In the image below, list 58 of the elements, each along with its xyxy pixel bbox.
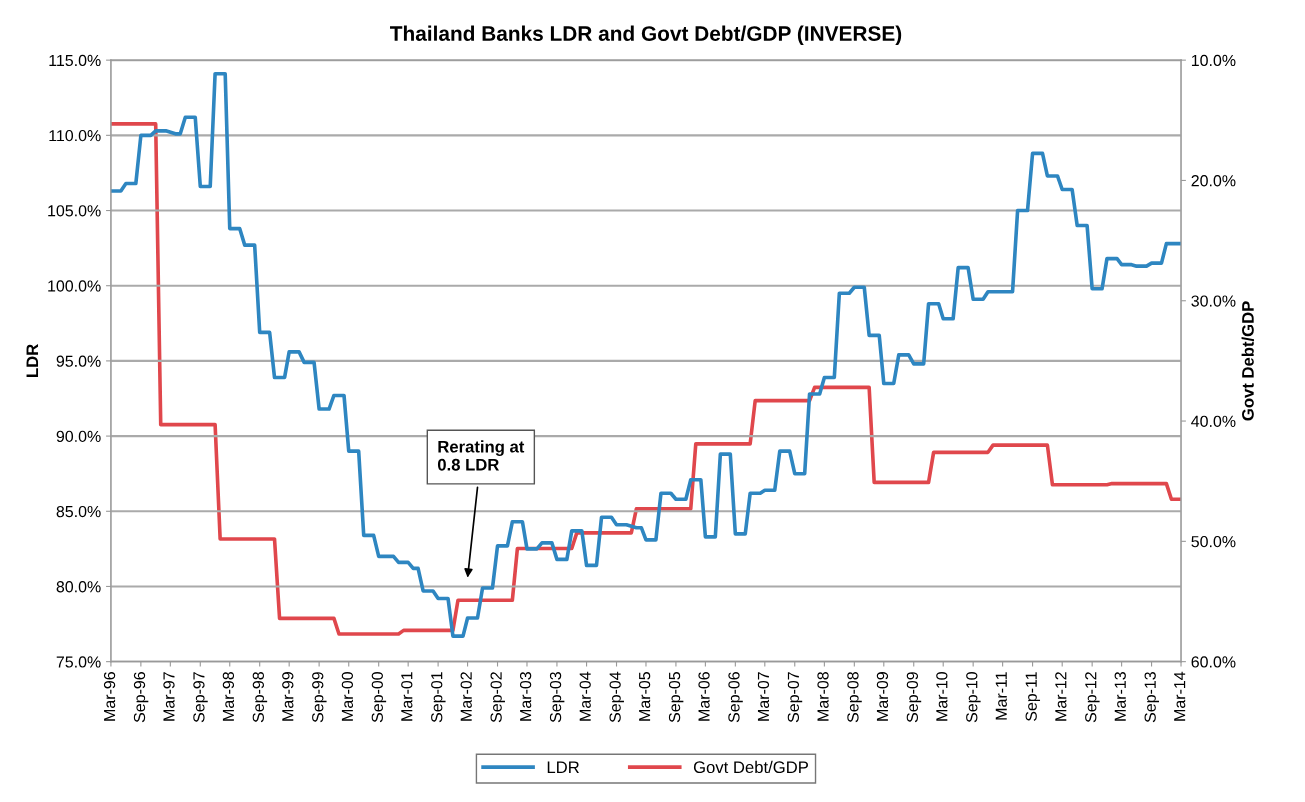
- x-tick-label: Sep-99: [312, 672, 327, 723]
- x-tick-label: Sep-97: [193, 672, 208, 723]
- x-tick-label: Mar-07: [757, 672, 770, 721]
- y-tick-label: 95.0%: [56, 355, 101, 367]
- x-tick-label: Sep-05: [668, 672, 684, 723]
- y2-tick-label: 20.0%: [1191, 175, 1236, 187]
- y2-tick-label: 60.0%: [1191, 656, 1236, 668]
- legend-label: Govt Debt/GDP: [693, 760, 808, 774]
- x-tick-label: Sep-12: [1085, 672, 1100, 723]
- x-tick-label: Mar-06: [698, 672, 710, 721]
- x-tick-label: Mar-01: [401, 672, 413, 721]
- y2-axis-title: Govt Debt/GDP: [1241, 301, 1254, 421]
- annotation: Rerating at 0.8 LDR: [437, 440, 525, 471]
- x-tick-label: Sep-10: [966, 671, 981, 723]
- x-tick-label: Mar-08: [817, 672, 829, 721]
- x-tick-label: Mar-05: [638, 672, 651, 721]
- y-tick-label: 110.0%: [49, 129, 101, 142]
- y-tick-label: 105.0%: [48, 205, 101, 217]
- y2-tick-label: 40.0%: [1191, 415, 1236, 427]
- x-tick-label: Mar-98: [222, 672, 235, 721]
- y-tick-label: 90.0%: [56, 430, 101, 443]
- x-tick-label: Sep-13: [1144, 672, 1160, 723]
- y-tick-label: 115.0%: [49, 54, 101, 67]
- x-tick-label: Sep-09: [906, 672, 922, 723]
- y-tick-label: 75.0%: [56, 656, 101, 668]
- x-tick-label: Sep-01: [431, 672, 446, 723]
- x-tick-label: Mar-04: [579, 671, 591, 721]
- x-tick-label: Mar-12: [1055, 672, 1067, 721]
- legend-label: LDR: [547, 761, 579, 773]
- y-tick-label: 100.0%: [48, 280, 101, 292]
- x-tick-label: Sep-96: [133, 672, 149, 723]
- x-tick-label: Mar-00: [341, 671, 354, 721]
- x-tick-label: Sep-98: [252, 672, 268, 723]
- y2-tick-label: 30.0%: [1191, 295, 1236, 307]
- x-tick-label: Sep-08: [847, 672, 862, 723]
- x-tick-label: Sep-00: [371, 671, 387, 723]
- x-tick-label: Mar-99: [282, 672, 294, 721]
- x-tick-label: Mar-97: [163, 672, 175, 721]
- x-tick-label: Sep-07: [787, 672, 803, 723]
- x-tick-label: Sep-04: [609, 671, 624, 723]
- x-tick-label: Mar-10: [936, 671, 948, 721]
- x-tick-label: Sep-06: [728, 672, 743, 723]
- y2-tick-label: 10.0%: [1191, 54, 1236, 67]
- x-tick-label: Sep-03: [549, 672, 565, 723]
- x-tick-label: Mar-14: [1174, 671, 1186, 721]
- x-tick-label: Mar-02: [460, 672, 472, 721]
- y-tick-label: 85.0%: [56, 505, 101, 518]
- x-tick-label: Mar-96: [103, 672, 116, 721]
- x-tick-label: Mar-13: [1114, 672, 1126, 721]
- x-tick-label: Sep-11: [1025, 672, 1041, 721]
- y-tick-label: 80.0%: [56, 581, 101, 593]
- x-tick-label: Mar-09: [876, 672, 889, 721]
- x-tick-label: Mar-03: [519, 672, 532, 721]
- chart-title: Thailand Banks LDR and Govt Debt/GDP (INVERSE): [390, 25, 902, 46]
- y2-tick-label: 50.0%: [1191, 535, 1236, 548]
- x-tick-label: Mar-11: [995, 672, 1007, 720]
- x-tick-label: Sep-02: [490, 672, 505, 723]
- y-axis-title: LDR: [26, 344, 39, 377]
